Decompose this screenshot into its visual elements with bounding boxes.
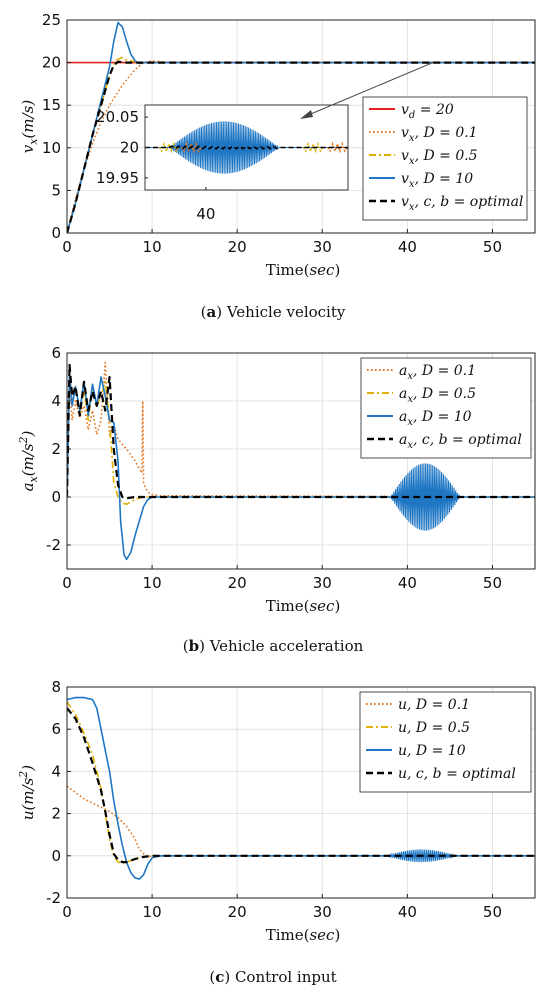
inset-series xyxy=(145,121,348,174)
legend-entry: u, D = 0.1 xyxy=(398,697,470,713)
x-tick-label: 0 xyxy=(62,574,72,592)
inset-plot: 19.95 20 20.05 40 xyxy=(96,104,349,223)
zoom-arrow-head xyxy=(300,110,313,119)
legend: ax, D = 0.1 ax, D = 0.5 ax, D = 10 ax, c, b… xyxy=(360,357,532,459)
y-tick-label: 6 xyxy=(51,344,61,362)
x-tick-label: 10 xyxy=(143,574,162,592)
y-axis-label: vx(m/s) xyxy=(19,100,40,154)
x-tick-label: 40 xyxy=(398,574,417,592)
inset-y-tick-label: 20.05 xyxy=(96,108,139,126)
legend-box xyxy=(360,357,532,459)
y-tick-label: 15 xyxy=(42,96,61,114)
x-tick-label: 30 xyxy=(313,238,332,256)
y-tick-label: 8 xyxy=(51,678,61,696)
y-axis-label: u(m/s2) xyxy=(17,765,37,821)
legend-entry: vx, D = 10 xyxy=(401,171,473,190)
y-tick-label: 10 xyxy=(42,139,61,157)
legend-entry: ax, D = 0.5 xyxy=(399,386,476,405)
series-line-1 xyxy=(67,785,535,858)
chart-panel-a: 0 10 20 30 40 50 0 5 10 15 20 25 Time(sec) vx(m/s) vd … xyxy=(19,11,536,321)
series-line-4 xyxy=(67,707,535,864)
x-tick-label: 20 xyxy=(228,903,247,921)
legend-entry: u, D = 0.5 xyxy=(398,720,470,736)
series-line-5 xyxy=(67,60,535,233)
legend: vd = 20 vx, D = 0.1 vx, D = 0.5 vx, D = 10 v… xyxy=(362,96,528,221)
zoom-arrow xyxy=(305,62,434,117)
y-tick-label: 4 xyxy=(51,392,61,410)
series-line-3 xyxy=(67,696,535,880)
series-group xyxy=(67,696,535,880)
legend-entry: vx, D = 0.5 xyxy=(401,148,478,167)
x-tick-label: 30 xyxy=(313,574,332,592)
axes-box xyxy=(66,19,536,234)
legend-entry: u, c, b = optimal xyxy=(398,766,516,782)
y-tick-label: 0 xyxy=(51,488,61,506)
legend-entry: vx, D = 0.1 xyxy=(401,125,478,144)
x-tick-label: 50 xyxy=(483,574,502,592)
y-tick-label: 5 xyxy=(51,181,61,199)
legend-entry: ax, c, b = optimal xyxy=(399,432,522,451)
x-tick-label: 50 xyxy=(483,903,502,921)
inset-y-tick-label: 20 xyxy=(120,139,139,157)
y-tick-label: -2 xyxy=(46,536,61,554)
x-axis-label: Time(sec) xyxy=(266,926,341,944)
y-tick-label: 25 xyxy=(42,11,61,29)
series-line-2 xyxy=(67,376,535,506)
x-tick-label: 10 xyxy=(143,238,162,256)
inset-blue-oscillation xyxy=(145,121,348,174)
chart-panel-b: 0 10 20 30 40 50 -2 0 2 4 6 Time(sec) ax(m/s2) ax, D … xyxy=(17,344,536,655)
x-tick-label: 10 xyxy=(143,903,162,921)
axes-box xyxy=(66,352,536,570)
panel-caption: (a) Vehicle velocity xyxy=(201,303,346,321)
x-axis-label: Time(sec) xyxy=(266,261,341,279)
x-tick-label: 30 xyxy=(313,903,332,921)
legend-entry: u, D = 10 xyxy=(398,743,466,759)
legend-entry: vd = 20 xyxy=(401,102,454,121)
inset-black-reference xyxy=(145,145,348,150)
legend-box xyxy=(359,691,532,793)
x-tick-label: 20 xyxy=(228,574,247,592)
axes-box xyxy=(66,686,536,899)
y-tick-label: 0 xyxy=(51,847,61,865)
x-tick-label: 0 xyxy=(62,238,72,256)
y-tick-label: 2 xyxy=(51,440,61,458)
legend: u, D = 0.1 u, D = 0.5 u, D = 10 u, c, b = o… xyxy=(359,691,532,793)
x-tick-label: 0 xyxy=(62,903,72,921)
legend-box xyxy=(362,96,528,221)
inset-y-tick-label: 19.95 xyxy=(96,169,139,187)
x-tick-label: 20 xyxy=(228,238,247,256)
series-group xyxy=(67,21,535,233)
inset-x-tick-label: 40 xyxy=(196,205,215,223)
series-group xyxy=(67,361,535,561)
y-tick-label: 4 xyxy=(51,762,61,780)
y-axis-label: ax(m/s2) xyxy=(17,430,40,491)
x-tick-label: 40 xyxy=(398,238,417,256)
y-tick-label: 6 xyxy=(51,720,61,738)
legend-entry: ax, D = 10 xyxy=(399,409,472,428)
legend-entry: ax, D = 0.1 xyxy=(399,363,476,382)
x-tick-label: 40 xyxy=(398,903,417,921)
y-tick-label: -2 xyxy=(46,889,61,907)
series-line-4 xyxy=(67,363,535,500)
y-tick-label: 20 xyxy=(42,54,61,72)
panel-caption: (c) Control input xyxy=(209,968,336,986)
x-axis-label: Time(sec) xyxy=(266,597,341,615)
x-tick-label: 50 xyxy=(483,238,502,256)
y-tick-label: 2 xyxy=(51,805,61,823)
legend-entry: vx, c, b = optimal xyxy=(401,194,523,213)
y-tick-label: 0 xyxy=(51,224,61,242)
panel-caption: (b) Vehicle acceleration xyxy=(183,637,364,655)
